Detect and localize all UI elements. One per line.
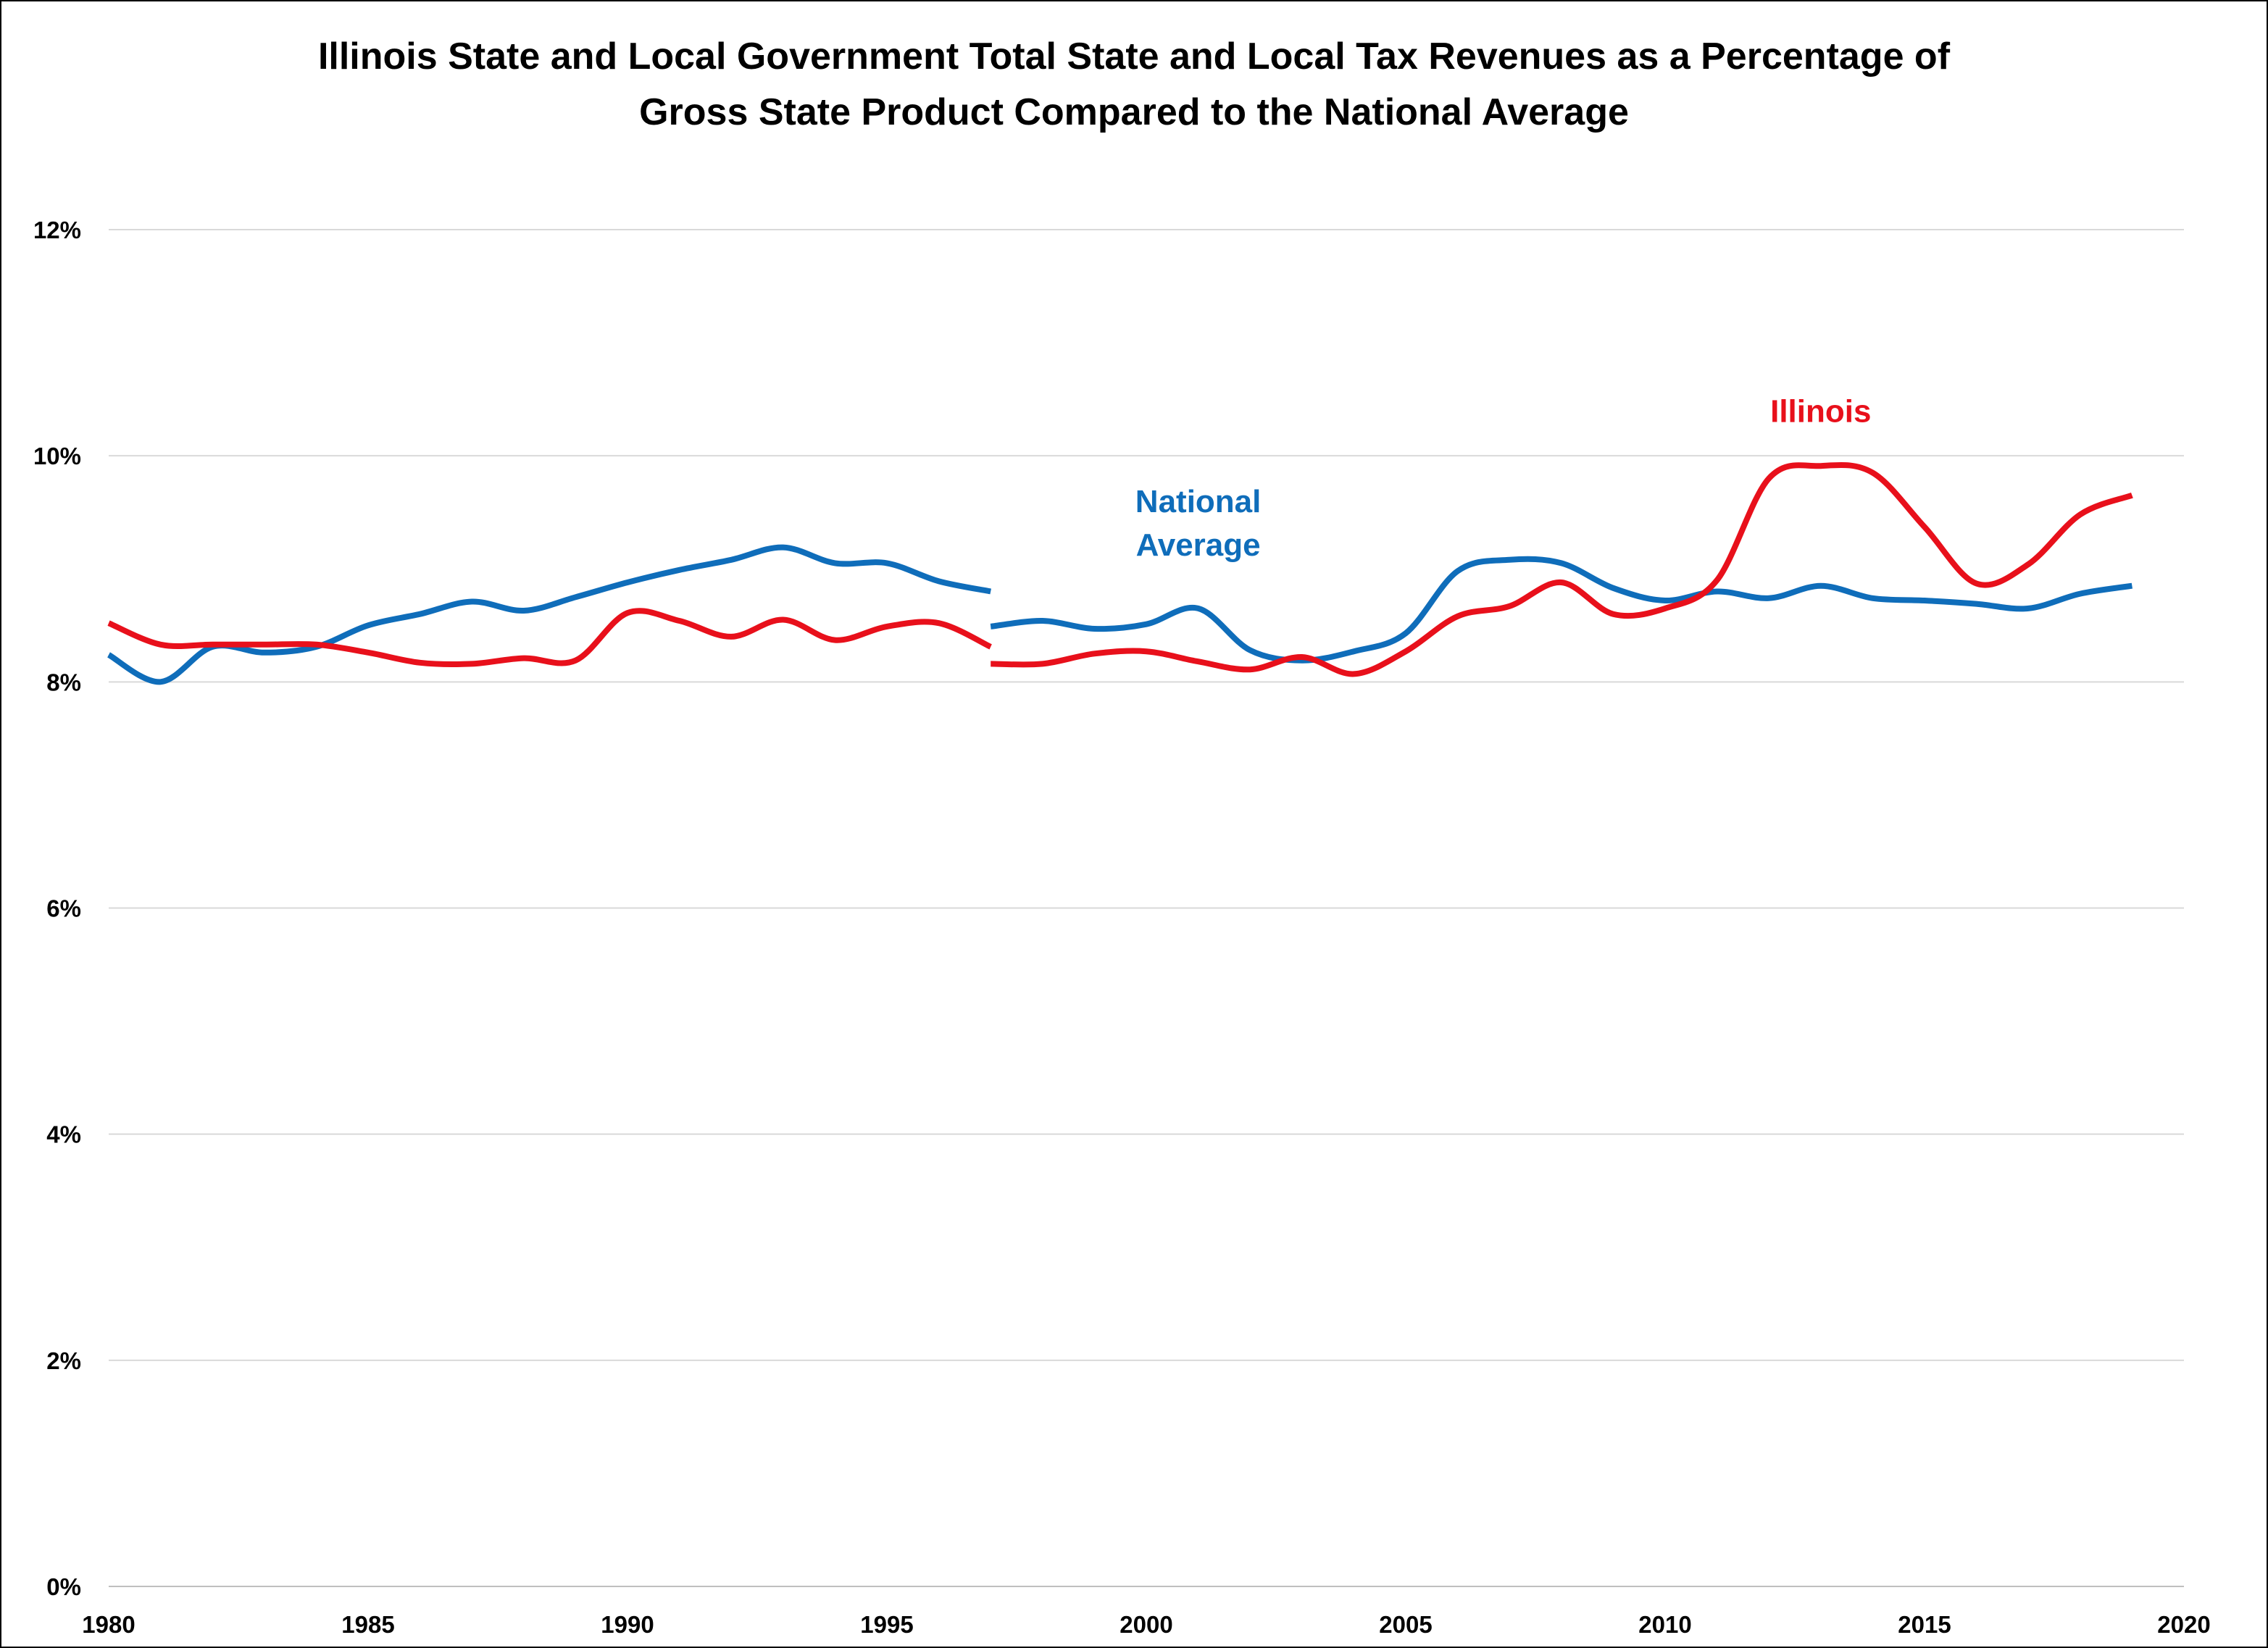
y-tick-label: 4%	[46, 1121, 81, 1148]
gridlines	[109, 229, 2184, 1587]
series-line-national-average-segment-1	[107, 544, 991, 685]
x-tick-label: 1980	[82, 1611, 135, 1638]
y-tick-label: 8%	[46, 669, 81, 695]
x-tick-label: 2000	[1120, 1611, 1172, 1638]
series-label-national-average: National Average	[1135, 484, 1262, 563]
x-tick-label: 2020	[2157, 1611, 2210, 1638]
chart-title-line-2: Gross State Product Compared to the Nati…	[639, 91, 1629, 133]
y-axis: 0% 2% 4% 6% 8% 10% 12%	[33, 217, 81, 1600]
series	[107, 461, 2133, 685]
series-line-illinois-segment-2	[991, 461, 2133, 677]
series-label-line: National	[1135, 484, 1262, 519]
chart-title: Illinois State and Local Government Tota…	[318, 35, 1951, 133]
x-tick-label: 1995	[860, 1611, 913, 1638]
series-label-line: Illinois	[1770, 393, 1871, 429]
x-axis: 1980 1985 1990 1995 2000 2005 2010 2015 2020	[82, 1611, 2210, 1638]
y-tick-label: 0%	[46, 1573, 81, 1600]
x-tick-label: 2015	[1898, 1611, 1951, 1638]
chart-title-line-1: Illinois State and Local Government Tota…	[318, 35, 1951, 78]
y-tick-label: 12%	[33, 217, 81, 243]
y-tick-label: 6%	[46, 895, 81, 922]
series-line-national-average-segment-2	[990, 556, 2132, 664]
x-tick-label: 1985	[341, 1611, 394, 1638]
y-tick-label: 2%	[46, 1347, 81, 1374]
series-line-illinois-segment-1	[107, 608, 992, 668]
series-labels: National Average Illinois	[1135, 393, 1872, 563]
x-tick-label: 2005	[1379, 1611, 1432, 1638]
x-tick-label: 2010	[1638, 1611, 1691, 1638]
y-tick-label: 10%	[33, 443, 81, 469]
series-label-illinois: Illinois	[1770, 393, 1871, 429]
series-label-line: Average	[1136, 527, 1261, 563]
x-tick-label: 1990	[601, 1611, 654, 1638]
